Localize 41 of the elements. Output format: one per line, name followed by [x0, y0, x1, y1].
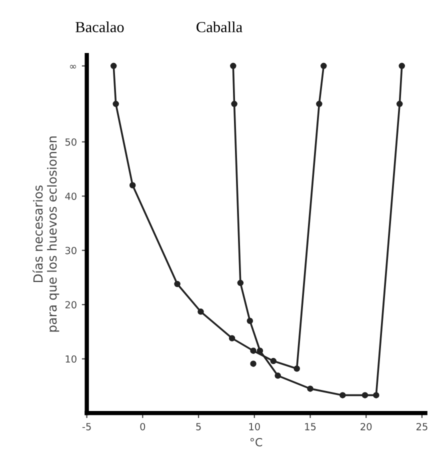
- point: [316, 100, 322, 108]
- point: [396, 100, 403, 108]
- point: [274, 372, 281, 379]
- point: [270, 358, 276, 364]
- x-tick-label: 5: [196, 423, 201, 430]
- y-tick-label: 10: [66, 355, 76, 363]
- point: [307, 386, 314, 392]
- point: [340, 392, 346, 398]
- point: [398, 62, 405, 70]
- x-tick-label: 15: [305, 423, 316, 430]
- point: [250, 360, 256, 367]
- point: [250, 348, 256, 354]
- point: [256, 348, 264, 354]
- point: [174, 280, 180, 288]
- point: [112, 100, 119, 108]
- point: [129, 182, 136, 188]
- y-tick-label: 50: [65, 138, 76, 146]
- point: [362, 392, 368, 398]
- point: [246, 318, 254, 324]
- point: [228, 335, 236, 342]
- x-axis-title: °C: [250, 438, 262, 446]
- point: [237, 280, 244, 286]
- point: [320, 62, 327, 70]
- point: [230, 62, 236, 70]
- y-tick-label: 30: [65, 246, 76, 254]
- point: [198, 308, 204, 315]
- point: [373, 392, 380, 398]
- x-tick-label: 25: [416, 422, 428, 430]
- point: [231, 100, 238, 108]
- y-tick-label: ∞: [70, 64, 76, 69]
- x-tick-label: -5: [82, 423, 91, 430]
- x-tick-label: 10: [249, 422, 260, 430]
- text: Caballa: [196, 22, 242, 32]
- point: [294, 365, 300, 372]
- x-tick-label: 20: [360, 422, 372, 430]
- x-tick-label: 0: [140, 422, 146, 430]
- y-tick-label: 20: [65, 301, 76, 308]
- text: Bacalao: [76, 22, 124, 32]
- y-axis-title: Días necesarios para que los huevos eclosionen: [32, 136, 60, 332]
- point: [110, 62, 117, 70]
- y-tick-label: 40: [65, 192, 76, 200]
